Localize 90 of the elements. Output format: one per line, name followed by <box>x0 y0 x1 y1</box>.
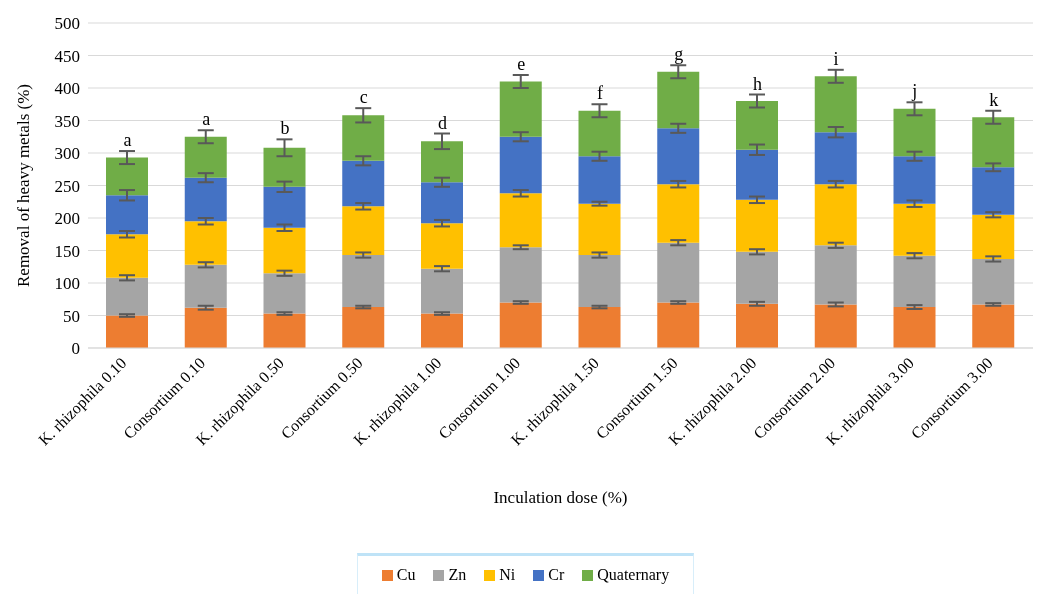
bar <box>814 304 857 348</box>
bar <box>342 255 385 308</box>
bar <box>263 313 306 348</box>
bar <box>106 157 148 196</box>
bar <box>893 108 936 157</box>
bar <box>814 132 857 185</box>
annotation: b <box>280 118 290 139</box>
bar <box>421 141 463 183</box>
bar <box>342 115 385 161</box>
y-tick-label: 300 <box>54 144 80 164</box>
legend-label: Cu <box>395 566 416 584</box>
annotation: e <box>517 54 526 74</box>
annotation: f <box>596 83 603 104</box>
bar <box>814 184 857 246</box>
bar <box>736 199 778 252</box>
annotation: d <box>437 112 447 133</box>
y-tick-label: 500 <box>54 14 80 34</box>
bar <box>657 71 700 129</box>
annotation: a <box>123 130 132 151</box>
legend-label: Zn <box>447 566 467 584</box>
bar <box>342 206 385 256</box>
bar <box>499 81 542 137</box>
annotation: i <box>833 48 839 69</box>
bar <box>657 184 700 243</box>
legend-label: Cr <box>547 566 565 584</box>
annotation: a <box>202 109 211 130</box>
bar <box>736 149 778 200</box>
bar <box>342 160 385 207</box>
bar <box>421 313 463 348</box>
bar <box>342 307 385 348</box>
bar <box>972 258 1015 305</box>
bar <box>106 195 148 235</box>
bar <box>184 177 227 222</box>
bar <box>814 245 857 305</box>
annotation: c <box>359 87 368 108</box>
legend-label: Ni <box>498 566 516 584</box>
annotation: k <box>989 89 999 110</box>
bar <box>972 167 1015 215</box>
y-tick-label: 400 <box>54 79 80 99</box>
bar <box>893 156 936 204</box>
bar <box>421 182 463 224</box>
bar <box>578 110 621 157</box>
y-tick-label: 150 <box>54 241 80 261</box>
y-axis-title: Removal of heavy metals (%) <box>14 84 34 287</box>
bar <box>263 227 306 274</box>
bar <box>736 251 778 304</box>
annotation: h <box>752 73 762 94</box>
bar <box>106 315 148 348</box>
y-tick-label: 100 <box>54 274 80 294</box>
bar <box>106 234 148 278</box>
bar <box>184 307 227 348</box>
bar <box>657 128 700 185</box>
bar <box>814 76 857 133</box>
bar <box>578 255 621 308</box>
bar <box>657 302 700 348</box>
bar <box>893 307 936 348</box>
bar <box>972 117 1015 168</box>
bar <box>578 203 621 256</box>
y-tick-label: 50 <box>63 306 80 326</box>
annotation: j <box>911 81 918 102</box>
bar <box>657 242 700 303</box>
bar <box>263 273 306 314</box>
annotation: g <box>674 44 684 65</box>
legend-label: Quaternary <box>596 566 670 584</box>
bar <box>736 303 778 348</box>
y-tick-label: 350 <box>54 111 80 131</box>
bar <box>263 147 306 187</box>
bar <box>972 304 1015 348</box>
bar <box>184 136 227 178</box>
bar <box>106 277 148 316</box>
y-tick-label: 0 <box>71 339 80 359</box>
bar <box>893 203 936 256</box>
bar <box>499 247 542 303</box>
bar <box>421 223 463 269</box>
bar <box>184 264 227 308</box>
y-tick-label: 200 <box>54 209 80 229</box>
bar <box>578 307 621 348</box>
y-tick-label: 250 <box>54 176 80 196</box>
bar <box>499 302 542 348</box>
bar <box>499 193 542 248</box>
bar <box>893 255 936 308</box>
y-tick-label: 450 <box>54 46 80 66</box>
bar <box>499 136 542 194</box>
bar <box>736 101 778 150</box>
bar <box>421 268 463 314</box>
bar <box>578 156 621 204</box>
bar <box>972 214 1015 259</box>
x-axis-title: Inculation dose (%) <box>493 488 628 507</box>
bar <box>184 221 227 265</box>
bar <box>263 186 306 228</box>
